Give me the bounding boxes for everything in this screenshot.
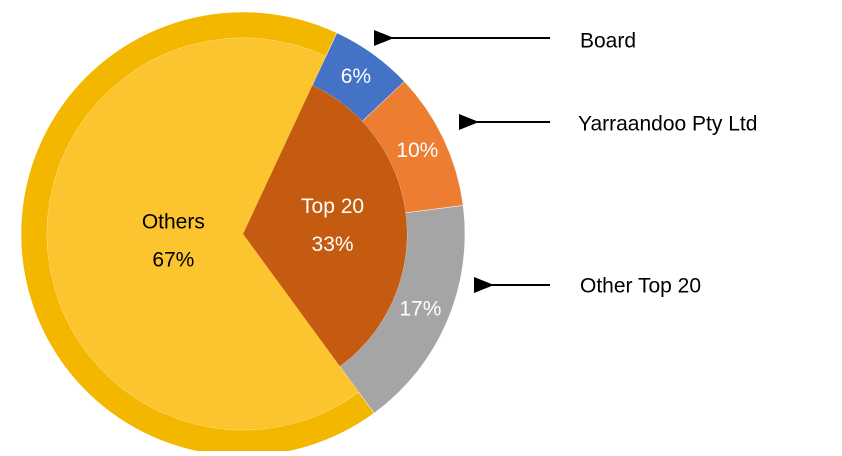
data-label: 33% (312, 233, 354, 256)
data-label: 10% (396, 139, 438, 162)
annotation: Other Top 20 (580, 275, 701, 298)
data-label: 67% (152, 248, 194, 271)
inner-slice (243, 85, 407, 367)
data-label: 17% (399, 298, 441, 321)
inner-slice (47, 38, 359, 430)
annotation: Yarraandoo Pty Ltd (578, 113, 757, 136)
data-label: 6% (341, 65, 371, 88)
slice-label: Top 20 (301, 195, 364, 218)
slice-label: Others (142, 210, 205, 233)
annotation: Board (580, 30, 636, 53)
